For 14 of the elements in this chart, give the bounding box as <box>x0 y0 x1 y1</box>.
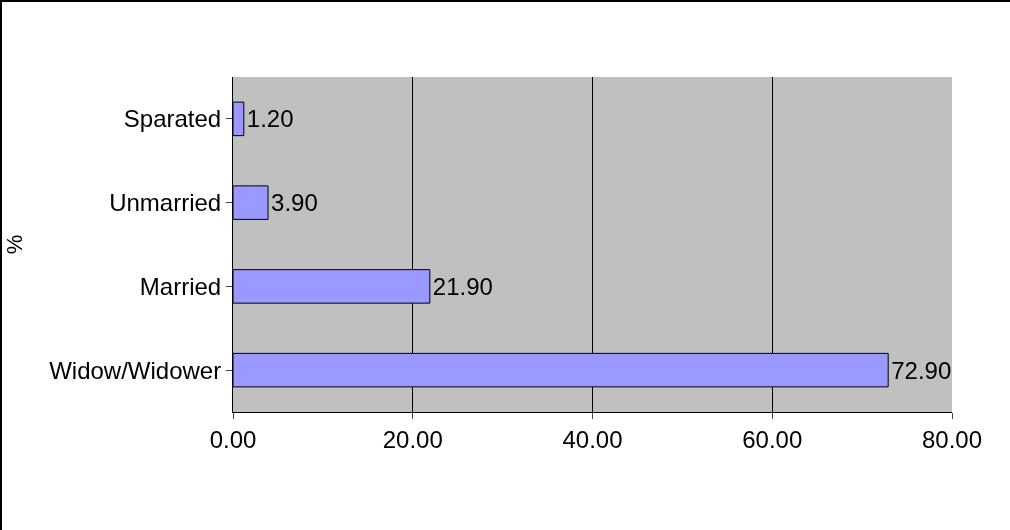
x-tick-label: 0.00 <box>209 425 257 453</box>
y-tick-label: Married <box>139 272 222 300</box>
y-tick-label: Unmarried <box>109 189 222 217</box>
data-label: 1.20 <box>246 105 294 133</box>
data-label: 3.90 <box>271 189 318 217</box>
data-label: 21.90 <box>432 272 493 300</box>
x-tick-label: 40.00 <box>562 425 623 453</box>
x-tick-label: 20.00 <box>382 425 443 453</box>
x-tick-label: 60.00 <box>742 425 803 453</box>
y-tick-label: Sparated <box>123 105 222 133</box>
y-axis-title: % <box>2 234 27 255</box>
y-tick-label: Widow/Widower <box>49 356 222 384</box>
x-tick-label: 80.00 <box>921 425 983 453</box>
data-label: 72.90 <box>891 356 952 384</box>
